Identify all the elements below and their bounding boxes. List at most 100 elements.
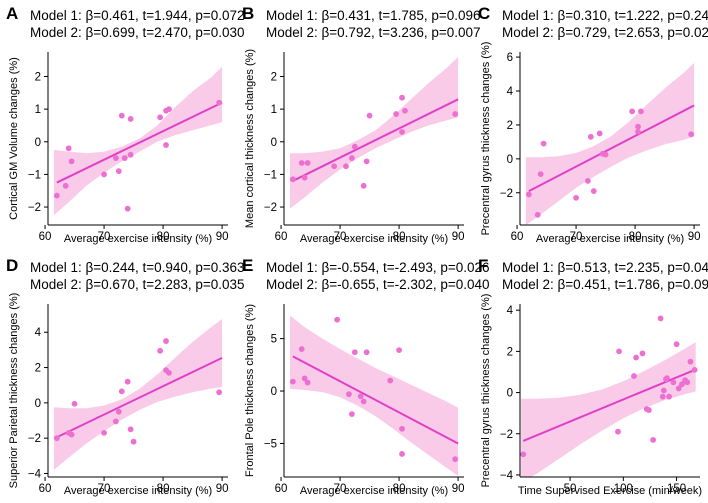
data-point (166, 106, 172, 113)
data-point (635, 123, 641, 130)
x-tick-label: 150 (667, 483, 686, 495)
x-tick-label: 80 (629, 231, 642, 243)
data-point (301, 174, 308, 181)
data-point (520, 451, 527, 458)
data-point (301, 375, 308, 382)
panel-b: B Model 1: β=0.431, t=1.785, p=0.096 Model… (242, 4, 481, 245)
x-tick-label: 90 (452, 483, 465, 495)
data-point (573, 194, 579, 201)
data-point (537, 171, 544, 178)
regression-line (56, 356, 223, 439)
x-tick-label: 80 (157, 483, 170, 495)
data-point (402, 107, 408, 114)
model-stats-line: Model 2: β=0.792, t=3.236, p=0.007 (266, 25, 481, 40)
regression-line (292, 355, 459, 445)
y-tick-label: 0 (271, 386, 277, 398)
data-point (346, 391, 352, 398)
data-point (602, 151, 609, 158)
x-tick-label: 70 (570, 231, 583, 243)
data-point (71, 400, 78, 407)
data-point (678, 381, 685, 388)
data-point (670, 379, 677, 386)
data-point (101, 171, 107, 178)
y-axis-label: Precentral gyrus thickness changes (%) (480, 294, 492, 488)
y-axis-label: Precentral gyrus thickness changes (%) (480, 42, 492, 236)
data-point (118, 388, 125, 395)
data-point (399, 425, 405, 432)
x-tick-label: 100 (614, 483, 633, 495)
y-tick-label: 2 (271, 71, 277, 83)
data-point (366, 112, 373, 119)
data-point (357, 393, 364, 400)
y-tick-label: 2 (35, 71, 41, 83)
data-point (664, 375, 670, 382)
regression-line (292, 98, 459, 182)
data-point (540, 140, 547, 147)
y-axis-label: Cortical GM Volume changes (%) (8, 57, 20, 220)
confidence-band (53, 66, 223, 216)
x-axis-label: Average exercise intensity (%) (64, 233, 212, 245)
data-point (112, 155, 119, 161)
data-point (639, 350, 646, 357)
data-point (289, 176, 296, 183)
y-tick-label: −4 (500, 470, 514, 482)
panel-letter: D (6, 256, 18, 275)
data-point (127, 426, 134, 433)
confidence-band (289, 56, 459, 209)
data-point (331, 163, 338, 170)
y-tick-label: 2 (507, 120, 513, 132)
data-point (298, 160, 305, 166)
data-point (68, 431, 75, 438)
y-tick-label: 0 (35, 398, 41, 410)
y-tick-label: −1 (28, 169, 41, 181)
x-tick-label: 90 (688, 231, 701, 243)
x-tick-label: 80 (157, 231, 170, 243)
model-stats-line: Model 2: β=0.451, t=1.786, p=0.099 (502, 277, 708, 292)
data-point (127, 116, 134, 122)
x-axis-label: Average exercise intensity (%) (300, 485, 448, 497)
data-point (360, 398, 367, 405)
data-point (534, 211, 541, 218)
data-point (659, 393, 666, 400)
model-stats-line: Model 2: β=0.670, t=2.283, p=0.035 (30, 277, 245, 292)
x-tick-label: 70 (334, 483, 347, 495)
data-point (673, 341, 680, 348)
y-tick-label: −2 (264, 202, 277, 214)
data-point (688, 131, 695, 138)
data-point (635, 128, 641, 135)
data-point (584, 178, 591, 184)
panel-letter: B (242, 4, 254, 23)
data-point (393, 111, 400, 117)
data-point (687, 358, 694, 365)
y-tick-label: −5 (264, 438, 277, 450)
x-axis-label: Time Supervised Exercise (min/week) (518, 485, 702, 497)
panel-letter: C (478, 4, 490, 23)
data-point (684, 379, 691, 386)
data-point (399, 94, 405, 101)
data-point (166, 369, 172, 376)
x-tick-label: 80 (393, 231, 406, 243)
data-point (101, 429, 107, 436)
data-point (660, 387, 667, 394)
x-tick-label: 60 (511, 231, 524, 243)
y-tick-label: 1 (271, 104, 277, 116)
data-point (130, 438, 137, 445)
data-point (112, 418, 119, 425)
data-point (396, 347, 402, 354)
data-point (399, 129, 405, 135)
model-stats-line: Model 1: β=0.310, t=1.222, p=0.242 (502, 8, 708, 23)
data-point (157, 347, 164, 354)
data-point (363, 158, 370, 165)
data-point (675, 385, 682, 392)
panel-e: E Model 1: β=-0.554, t=-2.493, p=0.026 Mod… (242, 256, 490, 497)
y-tick-label: −2 (500, 429, 513, 441)
data-point (615, 428, 621, 435)
x-tick-label: 70 (98, 231, 111, 243)
model-stats-line: Model 1: β=0.431, t=1.785, p=0.096 (266, 8, 481, 23)
data-point (590, 188, 597, 194)
x-tick-label: 60 (39, 483, 52, 495)
data-point (121, 155, 128, 161)
data-point (304, 160, 311, 166)
y-tick-label: 4 (35, 327, 42, 339)
